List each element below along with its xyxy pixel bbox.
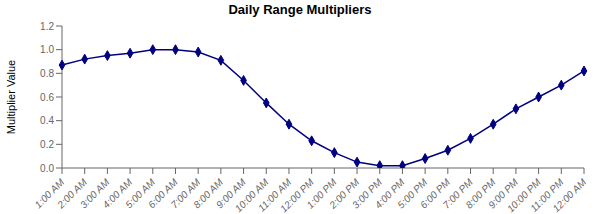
svg-text:1.0: 1.0 xyxy=(40,44,54,55)
svg-text:6:00 PM: 6:00 PM xyxy=(418,176,453,211)
svg-text:1:00 PM: 1:00 PM xyxy=(304,176,339,211)
svg-text:0.4: 0.4 xyxy=(40,115,54,126)
svg-text:4:00 AM: 4:00 AM xyxy=(100,176,135,211)
svg-text:4:00 PM: 4:00 PM xyxy=(372,176,407,211)
svg-text:0.0: 0.0 xyxy=(40,163,54,174)
svg-text:11:00 AM: 11:00 AM xyxy=(255,176,294,214)
svg-text:8:00 PM: 8:00 PM xyxy=(463,176,498,211)
svg-text:0.6: 0.6 xyxy=(40,92,54,103)
svg-text:0.8: 0.8 xyxy=(40,68,54,79)
html-text:Daily Range Multipliers: Daily Range Multipliers xyxy=(228,2,372,17)
svg-text:12:00 AM: 12:00 AM xyxy=(550,176,588,214)
svg-text:2:00 AM: 2:00 AM xyxy=(55,176,89,211)
svg-text:0.2: 0.2 xyxy=(40,139,54,150)
svg-text:5:00 AM: 5:00 AM xyxy=(123,176,157,211)
svg-text:2:00 PM: 2:00 PM xyxy=(327,176,362,211)
svg-text:1.2: 1.2 xyxy=(40,21,54,32)
svg-text:1:00 AM: 1:00 AM xyxy=(32,176,67,211)
svg-text:5:00 PM: 5:00 PM xyxy=(395,176,430,211)
svg-text:7:00 AM: 7:00 AM xyxy=(168,176,203,211)
svg-text:11:00 PM: 11:00 PM xyxy=(528,176,566,214)
svg-text:8:00 AM: 8:00 AM xyxy=(191,176,226,211)
svg-text:3:00 AM: 3:00 AM xyxy=(77,176,112,211)
svg-text:Multiplier Value: Multiplier Value xyxy=(5,60,17,134)
svg-text:9:00 PM: 9:00 PM xyxy=(486,176,521,211)
svg-text:9:00 AM: 9:00 AM xyxy=(214,176,248,211)
svg-text:6:00 AM: 6:00 AM xyxy=(145,176,180,211)
svg-text:3:00 PM: 3:00 PM xyxy=(349,176,384,211)
svg-text:7:00 PM: 7:00 PM xyxy=(440,176,475,211)
